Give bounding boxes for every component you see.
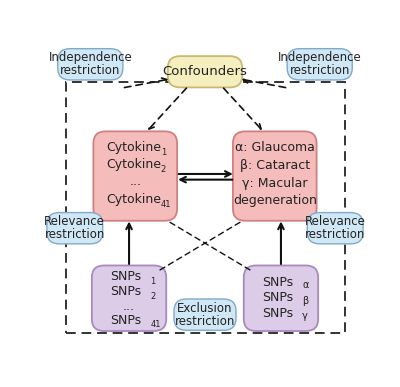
- Text: restriction: restriction: [45, 228, 105, 241]
- Text: restriction: restriction: [290, 64, 350, 77]
- Text: Cytokine: Cytokine: [106, 193, 161, 206]
- Text: β: β: [302, 296, 308, 306]
- Text: 1: 1: [150, 277, 155, 286]
- Text: Cytokine: Cytokine: [106, 158, 161, 171]
- Text: Relevance: Relevance: [305, 215, 366, 228]
- Text: γ: Macular: γ: Macular: [242, 177, 308, 190]
- Text: 2: 2: [161, 165, 166, 174]
- Text: restriction: restriction: [60, 64, 120, 77]
- Text: Cytokine: Cytokine: [106, 141, 161, 154]
- FancyBboxPatch shape: [92, 265, 166, 331]
- Text: α: α: [302, 280, 308, 290]
- Text: SNPs: SNPs: [110, 285, 142, 298]
- Text: 41: 41: [161, 200, 171, 209]
- Text: restriction: restriction: [305, 228, 365, 241]
- Text: Exclusion: Exclusion: [177, 301, 233, 315]
- Text: Confounders: Confounders: [162, 65, 248, 78]
- Text: SNPs: SNPs: [262, 307, 294, 320]
- Text: SNPs: SNPs: [110, 271, 142, 283]
- Text: SNPs: SNPs: [262, 276, 294, 289]
- FancyBboxPatch shape: [307, 212, 363, 244]
- Text: Relevance: Relevance: [44, 215, 105, 228]
- FancyBboxPatch shape: [287, 49, 352, 80]
- Text: restriction: restriction: [175, 315, 235, 328]
- FancyBboxPatch shape: [233, 131, 317, 221]
- FancyBboxPatch shape: [244, 265, 318, 331]
- Text: α: Glaucoma: α: Glaucoma: [235, 141, 315, 154]
- Text: SNPs: SNPs: [110, 314, 142, 327]
- Text: 41: 41: [150, 320, 161, 329]
- Text: Independence: Independence: [48, 51, 132, 64]
- Text: SNPs: SNPs: [262, 291, 294, 304]
- Text: degeneration: degeneration: [233, 194, 317, 207]
- Text: ...: ...: [123, 300, 135, 313]
- FancyBboxPatch shape: [58, 49, 123, 80]
- Text: β: Cataract: β: Cataract: [240, 159, 310, 171]
- Text: 1: 1: [161, 148, 166, 157]
- Text: γ: γ: [302, 311, 308, 321]
- Text: 2: 2: [150, 292, 155, 301]
- Text: Independence: Independence: [278, 51, 362, 64]
- FancyBboxPatch shape: [47, 212, 103, 244]
- FancyBboxPatch shape: [174, 299, 236, 330]
- FancyBboxPatch shape: [94, 131, 177, 221]
- FancyBboxPatch shape: [168, 56, 242, 87]
- Text: ...: ...: [129, 175, 141, 188]
